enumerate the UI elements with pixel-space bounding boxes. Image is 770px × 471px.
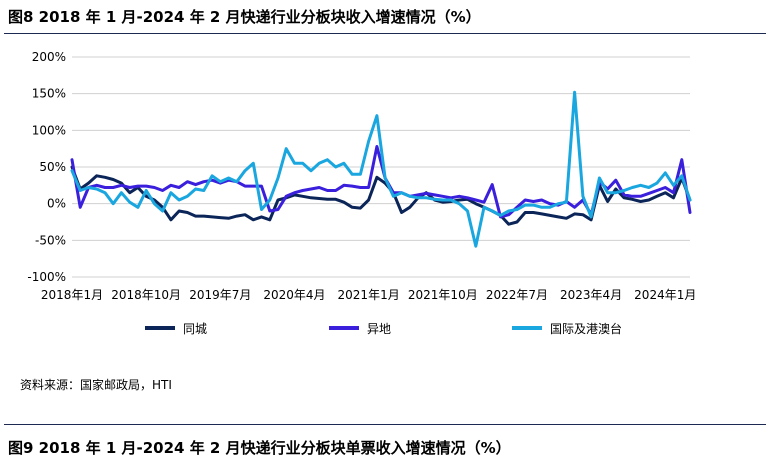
title-divider <box>4 33 766 34</box>
legend-label: 同城 <box>183 322 207 336</box>
x-tick-label: 2022年7月 <box>486 288 548 302</box>
line-chart: -100%-50%0%50%100%150%200% 2018年1月 2018年1… <box>27 50 696 336</box>
y-axis-ticks: -100% -50% 0% 50% 100% 150% 200% <box>27 50 66 284</box>
x-tick-label: 2024年1月 <box>634 288 696 302</box>
legend: 同城 异地 国际及港澳台 <box>145 321 622 336</box>
x-tick-label: 2019年7月 <box>189 288 251 302</box>
figure-8-title: 图8 2018 年 1 月-2024 年 2 月快递行业分板块收入增速情况（%） <box>8 8 481 26</box>
section-divider <box>4 424 766 425</box>
y-tick-label: -100% <box>27 270 66 284</box>
y-tick-label: 0% <box>47 197 66 211</box>
x-tick-label: 2023年4月 <box>560 288 622 302</box>
y-tick-label: -50% <box>35 233 66 247</box>
y-tick-label: 150% <box>32 87 66 101</box>
x-axis-ticks: 2018年1月 2018年10月 2019年7月 2020年4月 2021年1月 2021… <box>41 288 696 302</box>
x-tick-label: 2018年10月 <box>111 288 181 302</box>
series-line <box>70 165 692 226</box>
legend-label: 国际及港澳台 <box>550 321 622 336</box>
series-line <box>70 90 692 248</box>
x-tick-label: 2018年1月 <box>41 288 103 302</box>
y-tick-label: 100% <box>32 123 66 137</box>
x-tick-label: 2021年10月 <box>408 288 478 302</box>
x-tick-label: 2020年4月 <box>263 288 325 302</box>
series-lines <box>70 90 692 248</box>
y-tick-label: 50% <box>39 160 66 174</box>
y-tick-label: 200% <box>32 50 66 64</box>
figure-9-title: 图9 2018 年 1 月-2024 年 2 月快递行业分板块单票收入增速情况（… <box>8 439 511 457</box>
legend-label: 异地 <box>367 322 391 336</box>
source-note: 资料来源：国家邮政局，HTI <box>20 378 172 392</box>
x-tick-label: 2021年1月 <box>338 288 400 302</box>
